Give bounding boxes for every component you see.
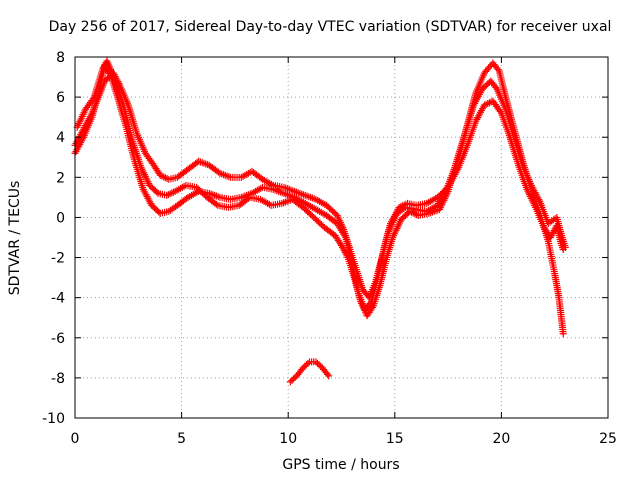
data-point <box>100 63 108 71</box>
x-tick-label: 25 <box>599 431 617 447</box>
data-point <box>286 378 294 386</box>
y-tick-label: 2 <box>56 170 65 186</box>
data-point <box>315 361 323 369</box>
data-point <box>407 208 415 216</box>
y-axis-ticks: -10 -8 -6 -4 -2 0 2 4 6 8 <box>42 50 608 427</box>
data-point <box>494 65 502 73</box>
y-axis-label: SDTVAR / TECUs <box>7 180 23 296</box>
data-point <box>302 361 310 369</box>
x-tick-label: 15 <box>386 431 404 447</box>
grid-lines <box>75 57 608 418</box>
data-point <box>325 372 333 380</box>
data-point <box>156 171 164 179</box>
data-point <box>482 100 490 108</box>
data-point <box>406 207 414 215</box>
data-point <box>304 359 312 367</box>
data-point <box>212 200 220 208</box>
data-point <box>288 376 296 384</box>
x-tick-label: 20 <box>492 431 510 447</box>
data-point <box>89 95 97 103</box>
series-1 <box>71 61 567 314</box>
data-point <box>559 330 567 338</box>
y-tick-label: -6 <box>51 331 65 347</box>
x-axis-label: GPS time / hours <box>282 457 400 473</box>
y-tick-label: 0 <box>56 210 65 226</box>
data-point <box>299 364 307 372</box>
data-point <box>290 375 298 383</box>
data-point <box>492 83 500 91</box>
data-point <box>411 210 419 218</box>
y-tick-label: -4 <box>51 291 65 307</box>
data-point <box>323 370 331 378</box>
data-point <box>496 107 504 115</box>
data-point <box>168 189 176 197</box>
data-point <box>161 174 169 182</box>
data-point <box>480 101 488 109</box>
x-axis-ticks: 0 5 10 15 20 25 <box>71 57 617 447</box>
y-tick-label: -2 <box>51 251 65 267</box>
data-point <box>301 362 309 370</box>
y-tick-label: -10 <box>42 411 65 427</box>
chart-title: Day 256 of 2017, Sidereal Day-to-day VTE… <box>48 19 612 35</box>
data-point <box>368 303 376 311</box>
data-point <box>166 190 174 198</box>
data-point <box>160 173 168 181</box>
x-tick-label: 5 <box>177 431 186 447</box>
plot-frame <box>74 56 609 419</box>
data-point <box>163 191 171 199</box>
data-point <box>153 188 161 196</box>
data-points <box>71 57 569 386</box>
data-point <box>99 65 107 73</box>
data-point <box>400 205 408 213</box>
data-point <box>164 191 172 199</box>
data-point <box>484 100 492 108</box>
data-point <box>312 358 320 366</box>
x-tick-label: 10 <box>279 431 297 447</box>
data-point <box>158 172 166 180</box>
y-tick-label: 8 <box>56 50 65 66</box>
y-tick-label: 4 <box>56 130 65 146</box>
y-tick-label: 6 <box>56 90 65 106</box>
x-tick-label: 0 <box>71 431 80 447</box>
data-point <box>561 244 569 252</box>
data-point <box>314 359 322 367</box>
series-3 <box>73 57 569 320</box>
data-point <box>409 209 417 217</box>
data-point <box>343 252 351 260</box>
series-4 <box>286 358 333 386</box>
y-tick-label: -8 <box>51 371 65 387</box>
